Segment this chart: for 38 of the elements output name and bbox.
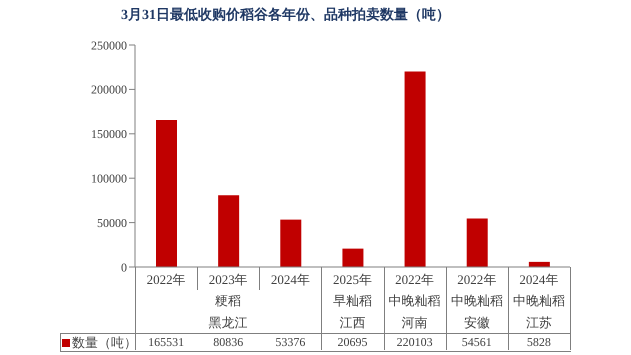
text: 中晚籼稻 (512, 292, 566, 310)
text: 江苏 (524, 314, 553, 332)
bar (280, 220, 302, 267)
bar (466, 218, 488, 267)
data-label: 5828 (526, 334, 552, 351)
x-tick-label: 2022年 (457, 272, 496, 288)
bar (218, 195, 240, 267)
bar (404, 72, 426, 267)
chart-title: 3月31日最低收购价稻谷各年份、品种拍卖数量（吨） (120, 6, 451, 24)
text: 中晚籼稻 (450, 292, 504, 310)
y-tick-label: 0 (121, 260, 127, 274)
y-tick-label: 250000 (91, 38, 127, 52)
y-tick-label: 50000 (97, 216, 127, 230)
text: 黑龙江 (208, 314, 249, 332)
data-label: 165531 (148, 335, 184, 349)
legend-label: 数量（吨） (71, 334, 137, 351)
x-tick-label: 2022年 (146, 272, 186, 288)
text: 安徽 (462, 314, 491, 332)
data-label: 53376 (274, 334, 306, 351)
bar (156, 120, 177, 267)
text: 河南 (400, 314, 429, 332)
text: 中晚籼稻 (388, 292, 442, 310)
data-label: 80836 (212, 334, 244, 351)
x-tick-label: 2024年 (519, 272, 558, 288)
text: 早籼稻 (332, 292, 373, 310)
text: 江西 (338, 314, 366, 332)
x-tick-label: 2023年 (208, 272, 248, 288)
y-tick-label: 100000 (91, 171, 127, 186)
text: 粳稻 (214, 292, 242, 310)
x-tick-label: 2025年 (333, 272, 372, 288)
bar (342, 248, 364, 267)
data-label: 20695 (336, 334, 368, 351)
x-tick-label: 2024年 (270, 272, 310, 288)
data-label: 54561 (460, 334, 493, 351)
data-label: 220103 (396, 334, 434, 351)
x-tick-label: 2022年 (395, 272, 434, 288)
y-tick-label: 200000 (91, 82, 127, 97)
y-tick-label: 150000 (91, 127, 127, 142)
